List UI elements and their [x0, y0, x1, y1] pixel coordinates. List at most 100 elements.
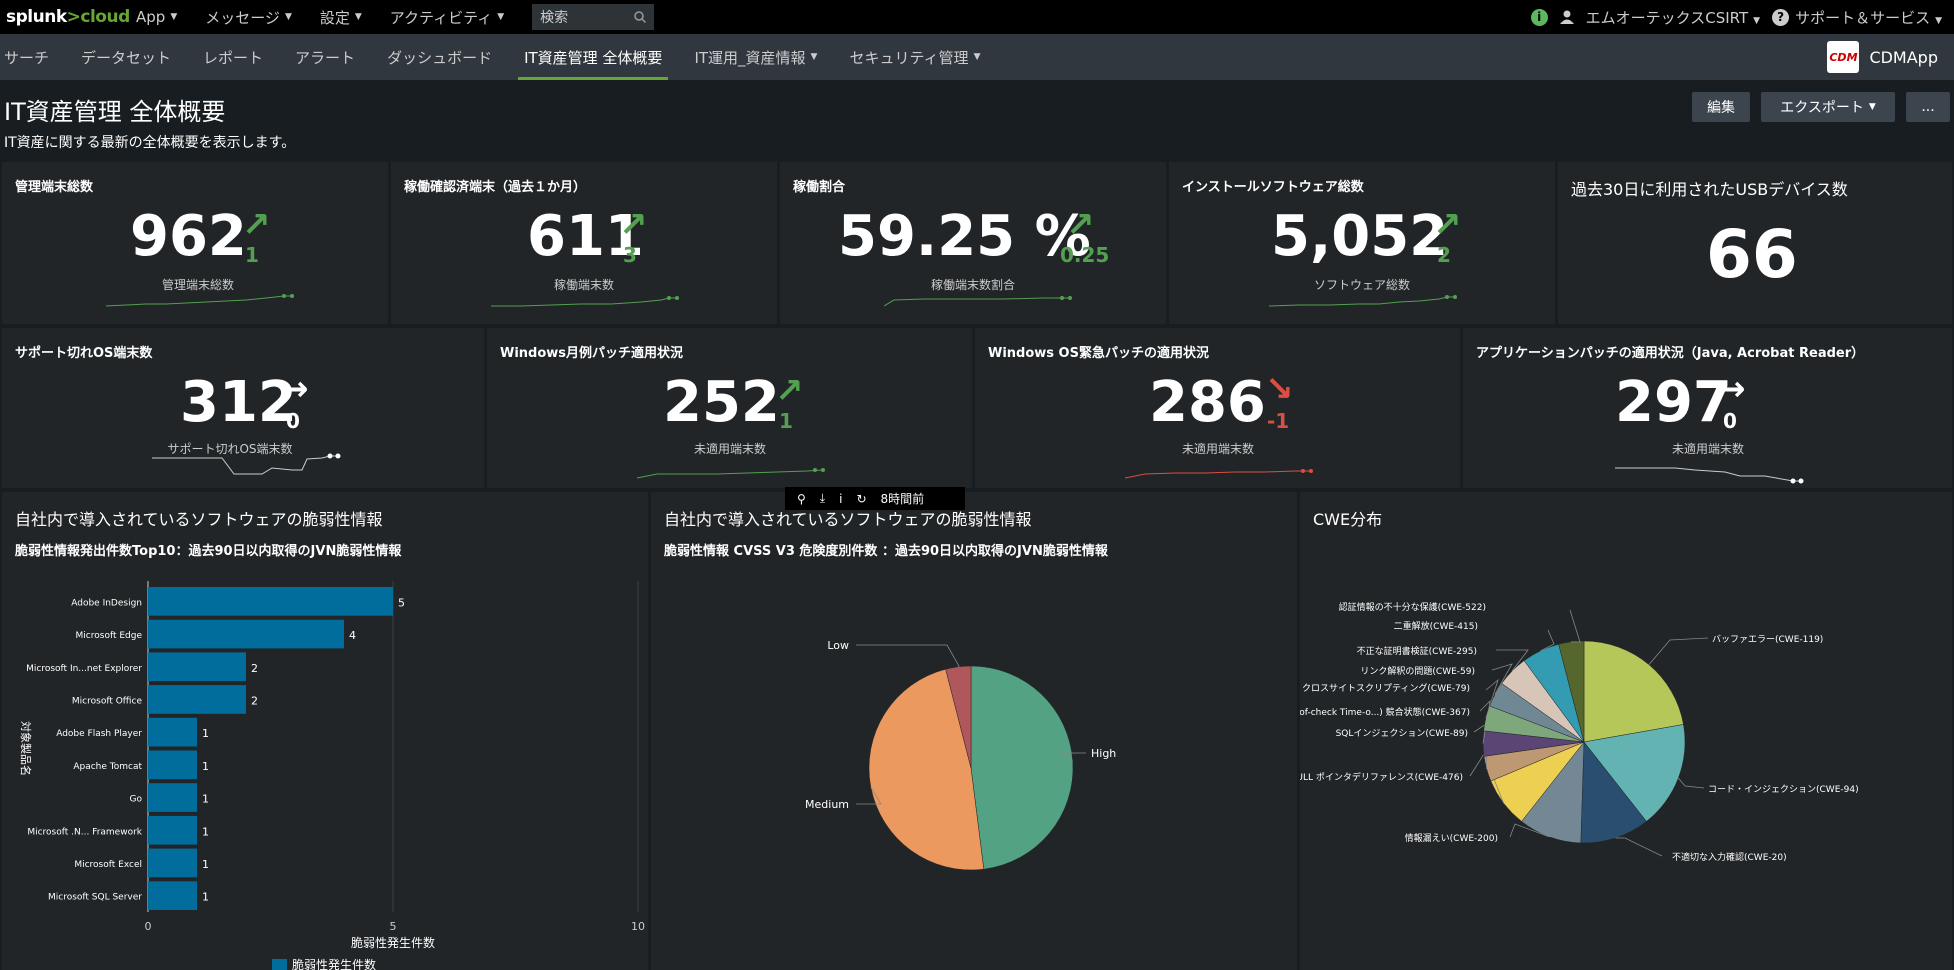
nav-it-asset-overview[interactable]: IT資産管理 全体概要 [508, 34, 678, 80]
leader-line [1678, 777, 1705, 789]
legend-swatch [272, 959, 287, 970]
leader-line [856, 786, 882, 805]
user-menu[interactable]: エムオーテックスCSIRT ▼ [1585, 8, 1761, 27]
caret-down-icon: ▼ [497, 12, 505, 22]
slice-label: Time-of-check Time-o...) 競合状態(CWE-367) [1300, 706, 1470, 718]
menu-activity[interactable]: アクティビティ ▼ [389, 8, 505, 27]
last-updated: 8時間前 [880, 492, 925, 506]
panel-title: 自社内で導入されているソフトウェアの脆弱性情報 [664, 510, 1032, 529]
panel-title: 稼働確認済端末（過去１か月） [404, 180, 587, 195]
slice-label: バッファエラー(CWE-119) [1712, 634, 1823, 645]
splunk-logo[interactable]: splunk>cloud [6, 7, 130, 27]
export-button[interactable]: エクスポート ▼ [1761, 92, 1895, 122]
unit-label: 稼働端末数割合 [930, 278, 1015, 292]
menu-app[interactable]: App ▼ [136, 8, 178, 26]
panel-hover-toolbar: ⚲ ⤓ i ↻ 8時間前 [785, 487, 965, 510]
delta-value: 1 [779, 409, 793, 433]
sparkline [884, 296, 1072, 307]
single-value-active-ratio: 稼働割合 59.25 % ↗ 0.25 稼働端末数割合 [780, 162, 1166, 324]
bar [148, 848, 197, 878]
slice-label: クロスサイトスクリプティング(CWE-79) [1302, 682, 1470, 694]
menu-messages[interactable]: メッセージ ▼ [205, 8, 292, 27]
arrow-up-right-icon: ↗ [1066, 205, 1095, 245]
page-title: IT資産管理 全体概要 [4, 98, 226, 126]
nav-it-ops-asset[interactable]: IT運用_資産情報 ▼ [694, 48, 818, 67]
bar [148, 652, 246, 682]
slice-label: Low [827, 639, 849, 652]
slice-label: リンク解釈の問題(CWE-59) [1360, 665, 1475, 677]
bar [148, 619, 344, 649]
data-label: 1 [202, 793, 209, 806]
info-icon[interactable]: i [1530, 8, 1548, 26]
pie-slice [1580, 741, 1647, 844]
panel-title: Windows OS緊急パッチの適用状況 [988, 346, 1209, 361]
nav-security[interactable]: セキュリティ管理 ▼ [849, 48, 981, 67]
big-number: 5,052 [1271, 204, 1449, 269]
app-logo-icon: CDM [1827, 41, 1860, 73]
more-button[interactable]: ... [1906, 92, 1950, 122]
pie-slice [970, 665, 1074, 870]
y-tick-label: Adobe Flash Player [56, 729, 142, 739]
info-icon[interactable]: i [839, 491, 843, 506]
search-icon[interactable]: ⚲ [797, 491, 806, 506]
panel-title: サポート切れOS端末数 [15, 346, 153, 361]
sparkline [491, 296, 679, 307]
unit-label: ソフトウェア総数 [1313, 278, 1410, 292]
caret-down-icon: ▼ [354, 12, 362, 22]
bar [148, 750, 197, 780]
delta-value: 0.25 [1060, 243, 1110, 267]
bar [148, 881, 197, 910]
single-value-windows-emergency-patch: Windows OS緊急パッチの適用状況 286 ↘ -1 未適用端末数 [975, 328, 1460, 488]
slice-label: 不適切な入力確認(CWE-20) [1672, 851, 1787, 863]
nav-search[interactable]: サーチ [4, 48, 50, 67]
data-label: 1 [202, 891, 209, 904]
menu-settings[interactable]: 設定 ▼ [319, 8, 362, 27]
panel-vuln-pie: 自社内で導入されているソフトウェアの脆弱性情報 脆弱性情報 CVSS V3 危険… [651, 492, 1297, 970]
big-number: 286 [1149, 370, 1266, 435]
nav-alerts[interactable]: アラート [295, 48, 356, 67]
slice-label: High [1091, 747, 1116, 760]
chart-subtitle: 脆弱性情報発出件数Top10：過去90日以内取得のJVN脆弱性情報 [15, 544, 402, 559]
unit-label: 未適用端末数 [1671, 442, 1744, 456]
page-description: IT資産に関する最新の全体概要を表示します。 [4, 135, 296, 151]
y-tick-label: Microsoft In...net Explorer [26, 664, 142, 674]
panel-title: アプリケーションパッチの適用状況（Java, Acrobat Reader） [1476, 346, 1865, 361]
search-box[interactable]: 検索 [532, 4, 655, 30]
y-tick-label: Microsoft SQL Server [48, 893, 142, 903]
leader-line [1509, 823, 1550, 838]
nav-datasets[interactable]: データセット [81, 48, 172, 67]
x-tick-label: 10 [631, 920, 645, 933]
refresh-icon[interactable]: ↻ [856, 491, 867, 506]
arrow-down-right-icon: ↘ [1265, 369, 1294, 409]
big-number: 59.25 % [838, 204, 1091, 269]
user-icon [1559, 10, 1574, 24]
big-number: 962 [130, 204, 247, 269]
slice-label: コード・インジェクション(CWE-94) [1708, 784, 1859, 795]
edit-button[interactable]: 編集 [1692, 92, 1750, 122]
delta-value: -1 [1267, 409, 1290, 433]
leader-line [1059, 752, 1086, 762]
y-tick-label: Go [130, 795, 143, 805]
pie-slice [945, 665, 972, 769]
arrow-right-icon: → [280, 369, 309, 409]
data-label: 5 [398, 596, 405, 609]
support-menu[interactable]: サポート＆サービス ▼ [1795, 8, 1942, 27]
leader-line [1491, 663, 1513, 695]
data-label: 1 [202, 825, 209, 838]
x-axis-label: 脆弱性発生件数 [351, 935, 435, 950]
unit-label: 稼働端末数 [553, 278, 614, 292]
delta-value: 2 [1437, 243, 1451, 267]
unit-label: 未適用端末数 [1181, 442, 1254, 456]
delta-value: 1 [245, 243, 259, 267]
panel-title: インストールソフトウェア総数 [1182, 180, 1364, 195]
arrow-right-icon: → [1717, 369, 1746, 409]
download-icon[interactable]: ⤓ [819, 491, 826, 505]
big-number: 66 [1706, 216, 1798, 293]
top-bar: splunk>cloud App ▼ メッセージ ▼ 設定 ▼ アクティビティ ▼ 検索… [0, 0, 1954, 34]
y-tick-label: Microsoft .N... Framework [27, 827, 142, 837]
nav-reports[interactable]: レポート [203, 48, 264, 67]
panel-cwe-pie: CWE分布 バッファエラー(CWE-119) コード・インジェクション(CWE-9… [1300, 492, 1952, 970]
arrow-up-right-icon: ↗ [1433, 205, 1462, 245]
slice-label: 二重解放(CWE-415) [1394, 620, 1478, 632]
nav-dashboards[interactable]: ダッシュボード [387, 48, 493, 67]
